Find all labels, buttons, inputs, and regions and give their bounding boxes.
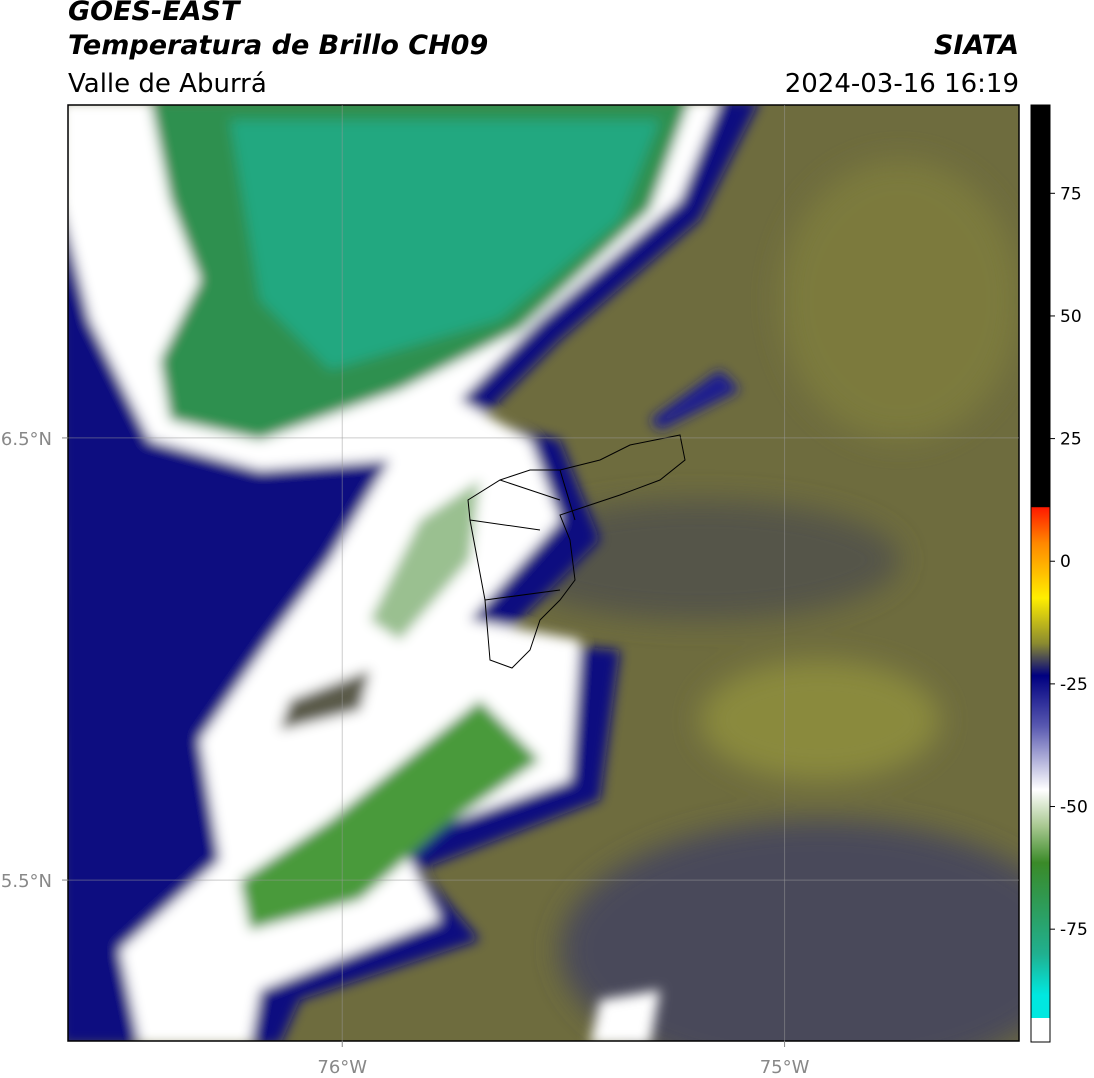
colorbar-tick-label: 0 xyxy=(1060,552,1071,572)
x-tick-label: 76°W xyxy=(317,1057,367,1078)
source: SIATA xyxy=(934,30,1019,61)
colorbar-under xyxy=(1031,1018,1050,1042)
colorbar-tick-label: -50 xyxy=(1060,798,1088,818)
colorbar-tick-label: 50 xyxy=(1060,307,1082,327)
timestamp: 2024-03-16 16:19 xyxy=(785,69,1019,99)
y-tick-label: 6.5°N xyxy=(1,429,52,450)
colorbar-frame xyxy=(1030,104,1051,1043)
colorbar-tick-label: 75 xyxy=(1060,184,1082,204)
x-tick-label: 75°W xyxy=(760,1057,810,1078)
map-frame xyxy=(67,104,1020,1042)
region: Valle de Aburrá xyxy=(68,69,267,99)
colorbar-tick-label: -25 xyxy=(1060,675,1088,695)
satellite-image xyxy=(68,105,1019,1041)
subtitle: Temperatura de Brillo CH09 xyxy=(68,30,488,61)
colorbar-tick-label: -75 xyxy=(1060,920,1088,940)
colorbar-tick-label: 25 xyxy=(1060,430,1082,450)
colorbar xyxy=(1031,105,1050,1018)
title: GOES-EAST xyxy=(68,0,242,27)
y-tick-label: 5.5°N xyxy=(1,871,52,892)
